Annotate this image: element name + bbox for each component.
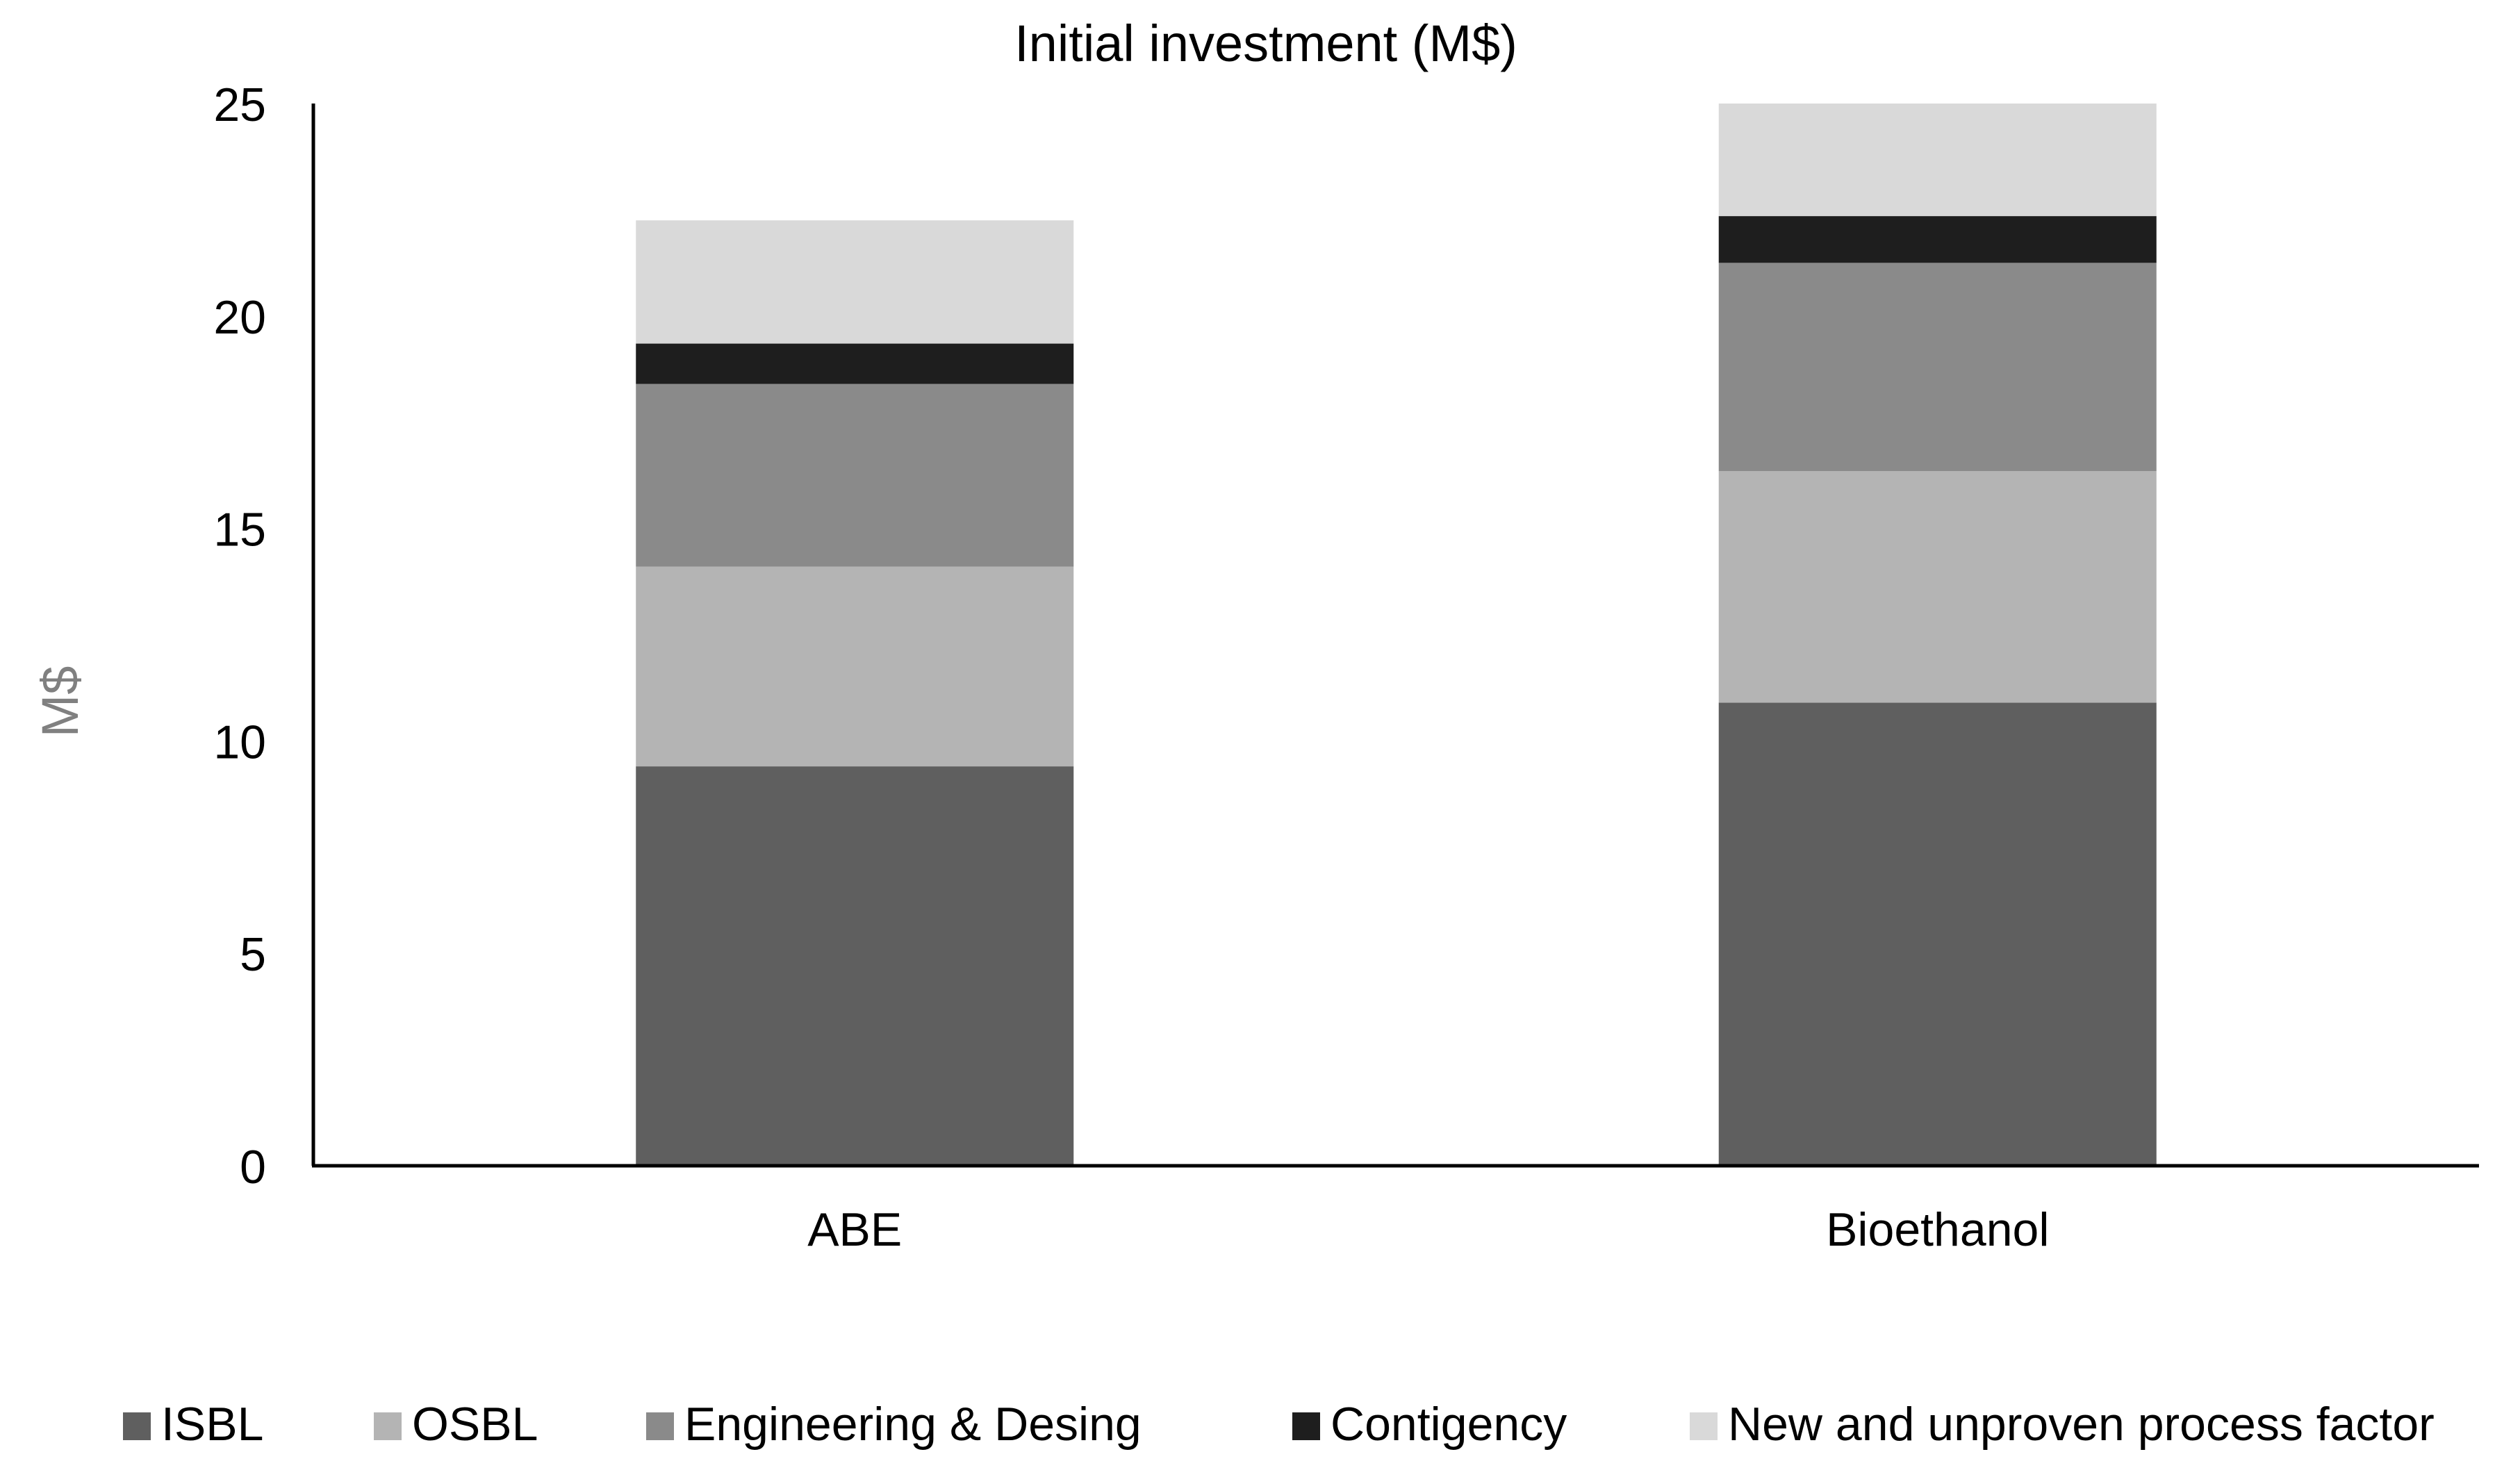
- legend-swatch-osbl: [374, 1412, 402, 1440]
- bar-bioethanol-osbl: [1718, 471, 2157, 703]
- x-tick-label-bioethanol: Bioethanol: [1826, 1203, 2049, 1256]
- y-tick-label-15: 15: [213, 504, 266, 556]
- legend-swatch-engineering-desing: [646, 1412, 674, 1440]
- bar-bioethanol-engineering-desing: [1718, 263, 2157, 472]
- y-tick-label-25: 25: [213, 79, 266, 131]
- y-axis-label: M$: [31, 666, 89, 738]
- x-tick-label-abe: ABE: [807, 1203, 902, 1256]
- bar-abe-new-and-unproven-process-factor: [636, 220, 1074, 344]
- legend-label-isbl: ISBL: [161, 1398, 263, 1451]
- chart-title: Initial investment (M$): [1014, 15, 1517, 72]
- axes-group: [311, 104, 2479, 1168]
- legend-label-osbl: OSBL: [412, 1398, 538, 1451]
- legend-label-new-and-unproven-process-factor: New and unproven process factor: [1728, 1398, 2435, 1451]
- legend-swatch-contigency: [1292, 1412, 1320, 1440]
- bar-bioethanol-isbl: [1718, 702, 2157, 1166]
- y-tick-label-10: 10: [213, 716, 266, 768]
- bar-abe-engineering-desing: [636, 383, 1074, 567]
- bar-bioethanol-new-and-unproven-process-factor: [1718, 104, 2157, 217]
- legend-label-engineering-desing: Engineering & Desing: [684, 1398, 1142, 1451]
- x-tick-labels: ABE Bioethanol: [807, 1203, 2049, 1256]
- bar-abe-contigency: [636, 343, 1074, 384]
- legend-swatch-new-and-unproven-process-factor: [1690, 1412, 1718, 1440]
- legend: ISBL OSBL Engineering & Desing Contigency Ne…: [123, 1398, 2435, 1451]
- legend-swatch-isbl: [123, 1412, 151, 1440]
- y-tick-label-5: 5: [240, 928, 266, 981]
- bar-abe-osbl: [636, 566, 1074, 767]
- bar-bioethanol-contigency: [1718, 216, 2157, 263]
- bar-abe-isbl: [636, 766, 1074, 1166]
- y-tick-label-0: 0: [240, 1141, 266, 1194]
- y-tick-label-20: 20: [213, 291, 266, 344]
- bars-group: [636, 104, 2157, 1166]
- legend-label-contigency: Contigency: [1331, 1398, 1567, 1451]
- y-tick-labels: 0 5 10 15 20 25: [213, 79, 266, 1194]
